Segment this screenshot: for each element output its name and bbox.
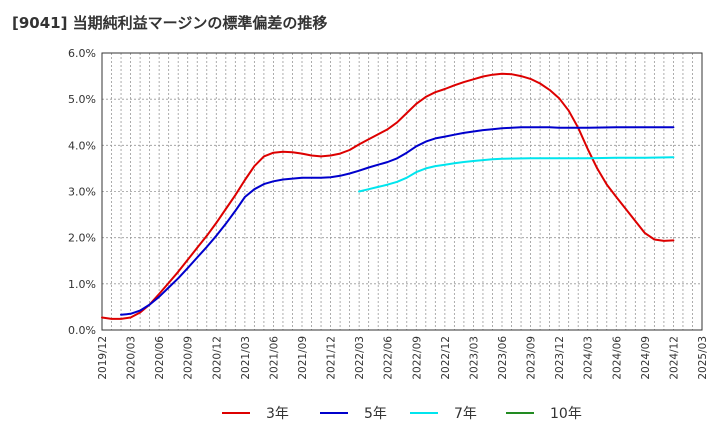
x-tick-label: 2023/12 bbox=[554, 336, 566, 380]
x-tick-label: 2023/06 bbox=[497, 336, 509, 380]
x-tick-label: 2020/12 bbox=[211, 336, 223, 380]
y-tick-label: 4.0% bbox=[68, 139, 96, 152]
y-tick-label: 1.0% bbox=[68, 278, 96, 291]
x-tick-label: 2021/06 bbox=[268, 336, 280, 380]
x-axis-ticks: 2019/12 2020/03 2020/06 2020/09 2020/12 2021/… bbox=[97, 336, 709, 380]
series-line-5年 bbox=[120, 126, 675, 316]
x-tick-label: 2022/06 bbox=[383, 336, 395, 380]
x-tick-label: 2019/12 bbox=[97, 336, 109, 380]
series-lines bbox=[101, 72, 675, 320]
series-line-7年 bbox=[358, 156, 675, 193]
y-tick-label: 3.0% bbox=[68, 186, 96, 199]
x-tick-label: 2022/03 bbox=[354, 336, 366, 380]
legend: 3年 5年 7年 10年 bbox=[222, 406, 582, 422]
plot-border bbox=[101, 52, 703, 331]
y-axis-ticks: 0.0% 1.0% 2.0% 3.0% 4.0% 5.0% 6.0% bbox=[68, 47, 96, 337]
x-tick-label: 2021/03 bbox=[240, 336, 252, 380]
x-tick-label: 2020/03 bbox=[126, 336, 138, 380]
x-tick-label: 2023/03 bbox=[468, 336, 480, 380]
x-tick-label: 2025/03 bbox=[697, 336, 709, 380]
y-tick-label: 2.0% bbox=[68, 232, 96, 245]
x-tick-label: 2024/12 bbox=[668, 336, 680, 380]
y-tick-label: 6.0% bbox=[68, 47, 96, 60]
x-tick-label: 2023/09 bbox=[526, 336, 538, 380]
x-tick-label: 2024/09 bbox=[640, 336, 652, 380]
x-tick-label: 2021/12 bbox=[326, 336, 338, 380]
legend-label: 3年 bbox=[266, 406, 289, 422]
x-tick-label: 2020/09 bbox=[183, 336, 195, 380]
chart-title: [9041] 当期純利益マージンの標準偏差の推移 bbox=[12, 14, 328, 32]
legend-label: 5年 bbox=[364, 406, 387, 422]
x-tick-label: 2022/12 bbox=[440, 336, 452, 380]
x-tick-label: 2020/06 bbox=[154, 336, 166, 380]
y-tick-label: 0.0% bbox=[68, 324, 96, 337]
y-tick-label: 5.0% bbox=[68, 93, 96, 106]
legend-label: 10年 bbox=[550, 406, 582, 422]
plot-frame bbox=[101, 52, 703, 331]
x-tick-label: 2024/06 bbox=[611, 336, 623, 380]
x-tick-label: 2021/09 bbox=[297, 336, 309, 380]
legend-label: 7年 bbox=[454, 406, 477, 422]
x-tick-label: 2024/03 bbox=[583, 336, 595, 380]
x-tick-label: 2022/09 bbox=[411, 336, 423, 380]
